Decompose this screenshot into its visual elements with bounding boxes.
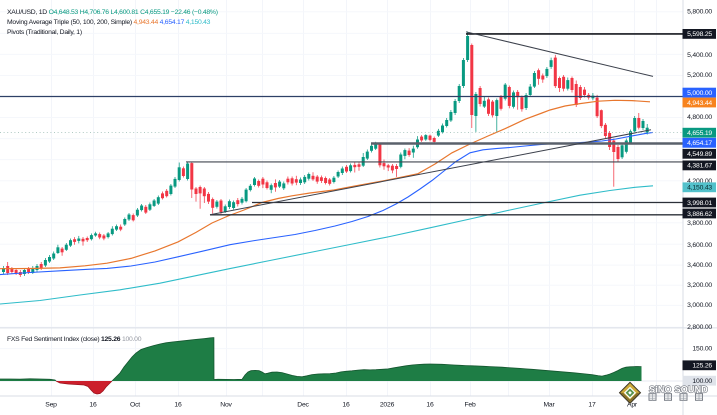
svg-text:100.00: 100.00 <box>692 378 712 385</box>
svg-text:Feb: Feb <box>464 401 476 408</box>
svg-text:3,800.00: 3,800.00 <box>687 220 712 227</box>
svg-text:3,600.00: 3,600.00 <box>687 242 712 249</box>
svg-text:Moving Average Triple (50, 100: Moving Average Triple (50, 100, 200, Sim… <box>7 19 211 26</box>
svg-text:3,400.00: 3,400.00 <box>687 262 712 269</box>
svg-text:4,200.00: 4,200.00 <box>687 178 712 185</box>
svg-text:16: 16 <box>89 401 97 408</box>
svg-text:2026: 2026 <box>380 401 395 408</box>
svg-text:3,886.62: 3,886.62 <box>687 211 712 218</box>
svg-text:5,200.00: 5,200.00 <box>687 72 712 79</box>
svg-text:5,000.00: 5,000.00 <box>687 90 712 97</box>
svg-text:4,549.89: 4,549.89 <box>687 151 712 158</box>
svg-text:3,200.00: 3,200.00 <box>687 282 712 289</box>
svg-text:Mar: Mar <box>543 401 555 408</box>
svg-text:3,998.01: 3,998.01 <box>687 200 712 207</box>
svg-text:4,654.17: 4,654.17 <box>687 140 712 147</box>
svg-text:17: 17 <box>588 401 596 408</box>
svg-text:4,381.67: 4,381.67 <box>687 163 712 170</box>
svg-text:5,400.00: 5,400.00 <box>687 52 712 59</box>
svg-text:16: 16 <box>342 401 350 408</box>
svg-text:16: 16 <box>426 401 434 408</box>
svg-text:4,655.19: 4,655.19 <box>687 130 712 137</box>
svg-text:XAU/USD, 1D O4,648.53 H4,706: XAU/USD, 1D O4,648.53 H4,706.76 L4,600.8… <box>7 9 218 16</box>
svg-text:Apr: Apr <box>627 401 638 408</box>
svg-text:Dec: Dec <box>297 401 309 408</box>
svg-text:Pivots (Traditional, Daily, 1): Pivots (Traditional, Daily, 1) <box>7 29 82 36</box>
svg-text:2,800.00: 2,800.00 <box>687 324 712 331</box>
svg-text:FXS Fed Sentiment Index (close: FXS Fed Sentiment Index (close) 125.26 1… <box>7 336 142 343</box>
svg-text:4,943.44: 4,943.44 <box>687 100 712 107</box>
svg-text:Nov: Nov <box>220 401 232 408</box>
svg-text:3,000.00: 3,000.00 <box>687 302 712 309</box>
svg-text:150.00: 150.00 <box>692 345 712 352</box>
svg-text:Sep: Sep <box>45 401 57 408</box>
svg-text:4,800.00: 4,800.00 <box>687 114 712 121</box>
svg-text:5,598.25: 5,598.25 <box>687 31 712 38</box>
svg-text:4,150.43: 4,150.43 <box>687 185 712 192</box>
svg-text:125.26: 125.26 <box>692 363 712 370</box>
svg-text:16: 16 <box>174 401 182 408</box>
svg-text:SiNO SOUND: SiNO SOUND <box>649 384 708 394</box>
svg-text:5,800.00: 5,800.00 <box>687 9 712 16</box>
svg-text:Oct: Oct <box>130 401 140 408</box>
